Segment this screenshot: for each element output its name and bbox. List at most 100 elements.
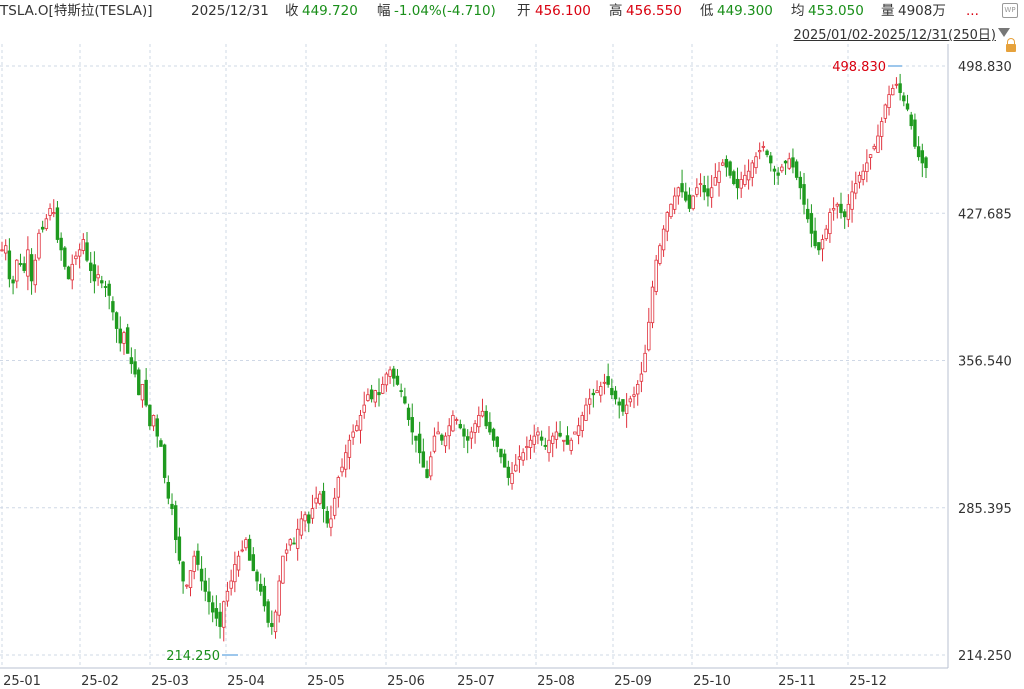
candle-body (721, 162, 725, 166)
candle-body (621, 399, 625, 412)
candle-body (177, 536, 182, 561)
candle-body (429, 456, 433, 477)
high-label: 高 (609, 3, 623, 19)
candle-body (746, 170, 751, 181)
candle-body (554, 431, 559, 440)
candle-body (717, 170, 721, 183)
candle-body (384, 373, 389, 386)
candle-body (107, 283, 111, 296)
candle-body (517, 456, 522, 460)
open-value: 456.100 (535, 3, 591, 19)
x-tick-label: 25-04 (227, 674, 265, 689)
max-marker-label: 498.830 (832, 60, 886, 75)
candle-body (636, 383, 640, 395)
dropdown-triangle-icon[interactable] (998, 28, 1010, 37)
candle-body (129, 357, 134, 365)
candle-body (295, 528, 300, 549)
candle-body (403, 396, 407, 404)
candle-body (488, 421, 492, 433)
candle-body (454, 419, 459, 421)
candle-body (613, 390, 618, 400)
candle-body (724, 158, 729, 168)
lock-icon[interactable] (1006, 38, 1016, 52)
candle-body (484, 410, 488, 427)
candle-body (18, 263, 23, 265)
candle-body (761, 145, 766, 148)
candle-body (218, 611, 222, 627)
candle-body (266, 601, 270, 623)
x-axis: 25-01 25-02 25-03 25-04 25-05 25-06 25-07 25-08… (3, 674, 887, 689)
candle-body (332, 497, 337, 516)
candle-body (355, 425, 359, 432)
candle-body (425, 469, 429, 478)
candle-body (443, 435, 448, 447)
candle-body (118, 328, 122, 344)
candle-body (55, 207, 60, 240)
candle-body (610, 388, 614, 396)
candle-body (831, 208, 836, 211)
candle-body (495, 436, 499, 447)
x-tick-label: 25-08 (537, 674, 575, 689)
candle-body (521, 452, 525, 461)
candle-body (255, 571, 259, 582)
candle-body (905, 103, 910, 110)
candle-body (783, 160, 788, 164)
x-tick-label: 25-03 (151, 674, 189, 689)
x-tick-label: 25-06 (387, 674, 425, 689)
candle-body (868, 154, 873, 158)
date-range-selector[interactable]: 2025/01/02-2025/12/31(250日) (793, 24, 996, 43)
y-tick-label: 356.540 (958, 355, 1012, 370)
candle-body (606, 376, 610, 385)
candle-body (347, 439, 352, 458)
y-tick-label: 427.685 (958, 207, 1012, 222)
y-tick-label: 498.830 (958, 60, 1012, 75)
candle-body (872, 145, 876, 150)
candle-body (148, 404, 152, 427)
candle-body (709, 187, 714, 198)
candle-body (236, 555, 241, 571)
candle-body (410, 417, 414, 433)
candle-body (617, 401, 621, 406)
candle-body (658, 245, 662, 264)
y-tick-label: 214.250 (958, 649, 1012, 664)
candle-body (299, 518, 304, 536)
candle-body (902, 95, 906, 102)
candle-body (791, 157, 795, 168)
candle-body (499, 448, 503, 458)
candle-body (769, 155, 773, 164)
candle-body (7, 250, 12, 280)
candle-body (835, 203, 839, 207)
quote-date: 2025/12/31 (191, 3, 269, 19)
candle-body (203, 580, 207, 592)
candle-body (26, 249, 30, 277)
candle-body (392, 368, 396, 379)
candle-body (817, 242, 821, 251)
candle-body (325, 510, 329, 524)
candle-body (151, 415, 156, 427)
candle-body (806, 208, 810, 220)
candle-body (92, 264, 97, 282)
candle-body (436, 431, 440, 435)
close-value: 449.720 (302, 3, 358, 19)
candle-body (510, 472, 514, 484)
candle-body (776, 172, 780, 176)
candle-body (15, 259, 19, 282)
quote-header: TSLA.O[特斯拉(TESLA)] 2025/12/31 收 449.720 … (0, 0, 1024, 22)
candle-body (647, 321, 651, 351)
candle-body (192, 555, 196, 572)
more-button[interactable]: ... (966, 3, 979, 19)
candle-body (414, 435, 418, 441)
candle-body (277, 580, 281, 616)
candle-body (599, 386, 603, 396)
candle-body (528, 439, 533, 448)
avg-value: 453.050 (808, 3, 864, 19)
candle-body (558, 432, 562, 437)
candle-body (244, 539, 248, 549)
date-range-text[interactable]: 2025/01/02-2025/12/31(250日) (793, 28, 996, 43)
wp-icon[interactable]: WP (1002, 3, 1018, 18)
symbol-title[interactable]: TSLA.O[特斯拉(TESLA)] (0, 3, 153, 19)
candle-body (543, 444, 548, 447)
candle-body (22, 263, 26, 271)
candle-body (288, 539, 292, 546)
